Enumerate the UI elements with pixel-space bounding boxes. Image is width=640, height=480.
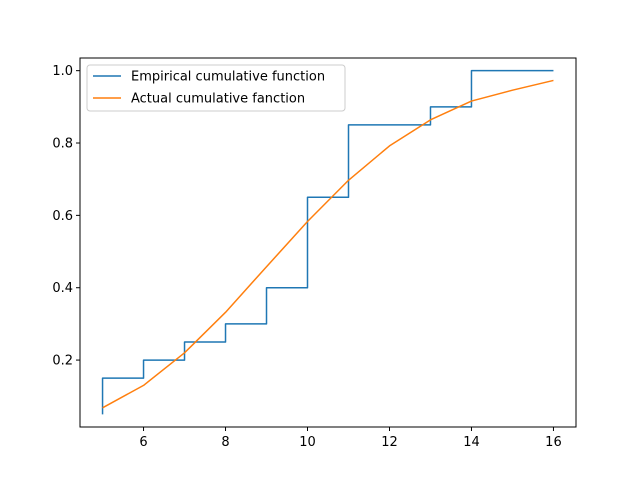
legend-label-actual: Actual cumulative fanction: [131, 92, 305, 107]
y-tick-label: 0.4: [52, 281, 73, 296]
legend-box: [86, 64, 346, 112]
y-tick-label: 0.8: [52, 137, 73, 152]
x-tick-label: 14: [463, 435, 480, 450]
x-tick-label: 10: [299, 435, 316, 450]
series-line-0: [101, 69, 554, 415]
x-tick-label: 6: [139, 435, 147, 450]
series-line-1: [102, 79, 554, 409]
y-tick-label: 0.2: [52, 354, 73, 369]
series-layer: [101, 69, 554, 415]
y-tick-label: 1.0: [52, 64, 73, 79]
x-tick-label: 16: [545, 435, 562, 450]
x-tick-label: 8: [221, 435, 229, 450]
legend-label-empirical: Empirical cumulative function: [131, 70, 325, 85]
axes-frame: [79, 57, 577, 428]
legend: Empirical cumulative function Actual cum…: [86, 64, 346, 112]
y-tick-label: 0.6: [52, 209, 73, 224]
ticks-layer: 6 8 10 12 14 16 0.2 0.4 0.6 0.8 1.0: [52, 64, 561, 450]
x-tick-label: 12: [381, 435, 398, 450]
